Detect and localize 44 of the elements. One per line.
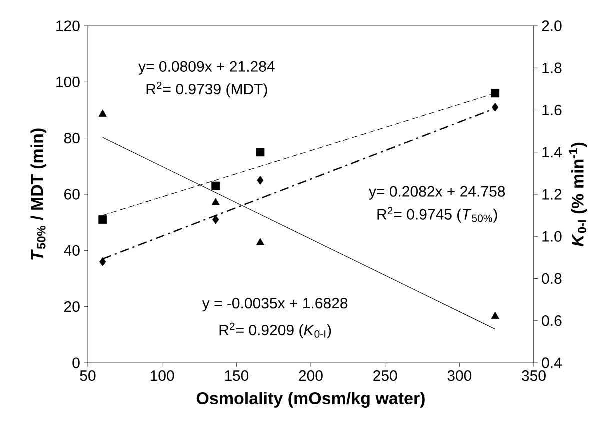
y2-tick-label: 0.8	[542, 273, 562, 284]
y2-tick-label: 0.6	[542, 316, 562, 326]
x-tick-label: 150	[225, 370, 249, 382]
y-tick-label: 60	[64, 189, 80, 200]
y-tick-label: 0	[72, 358, 80, 368]
y-tick-label: 80	[64, 133, 80, 144]
x-tick-label: 200	[299, 370, 323, 382]
point	[212, 182, 220, 190]
y2-tick-label: 2.0	[542, 20, 562, 32]
point	[212, 198, 220, 206]
x-tick-label: 50	[80, 370, 96, 382]
annotation: R$^{2}$= 0.9745 (T$_{50%}$)	[378, 207, 498, 223]
y2-tick-label: 1.0	[542, 231, 562, 242]
annotation: R$^{2}$= 0.9209 (K$_{0-I}$)	[220, 322, 332, 339]
x-tick-label: 250	[374, 370, 398, 382]
y2-tick-label: 1.2	[542, 189, 562, 200]
y-tick-label: 120	[56, 20, 80, 32]
point	[256, 148, 265, 157]
y2-tick-label: 0.4	[542, 358, 562, 368]
y2-tick-label: 1.4	[542, 147, 562, 158]
y-axis-title: T$_{50%}$ / MDT (min)	[30, 128, 47, 260]
x-tick-label: 100	[150, 370, 174, 382]
point	[491, 89, 500, 98]
annotation: y= 0.2082x + 24.758	[369, 186, 506, 200]
point	[491, 312, 500, 320]
annotation: y= 0.0809x + 21.284	[138, 61, 275, 75]
x-tick-label: 300	[448, 370, 472, 382]
annotation: y = -0.0035x + 1.6828	[202, 298, 348, 312]
point	[98, 110, 107, 117]
x-axis-title: Osmolality (mOsm/kg water)	[196, 392, 425, 408]
point	[256, 238, 265, 246]
y-tick-label: 100	[56, 76, 80, 88]
x-tick-label: 350	[522, 370, 546, 382]
point	[98, 216, 108, 224]
y2-tick-label: 1.8	[542, 62, 562, 74]
point	[492, 103, 499, 112]
y2-tick-label: 1.6	[542, 104, 562, 116]
y-tick-label: 40	[64, 245, 80, 256]
point	[100, 258, 106, 266]
y-tick-label: 20	[64, 302, 80, 312]
point	[212, 215, 220, 224]
y2-axis-title: K$_{0-I}$ (% min$^{-1}$)	[569, 142, 588, 247]
annotation: R$^{2}$= 0.9739 (MDT)	[146, 82, 268, 98]
point	[257, 176, 264, 185]
